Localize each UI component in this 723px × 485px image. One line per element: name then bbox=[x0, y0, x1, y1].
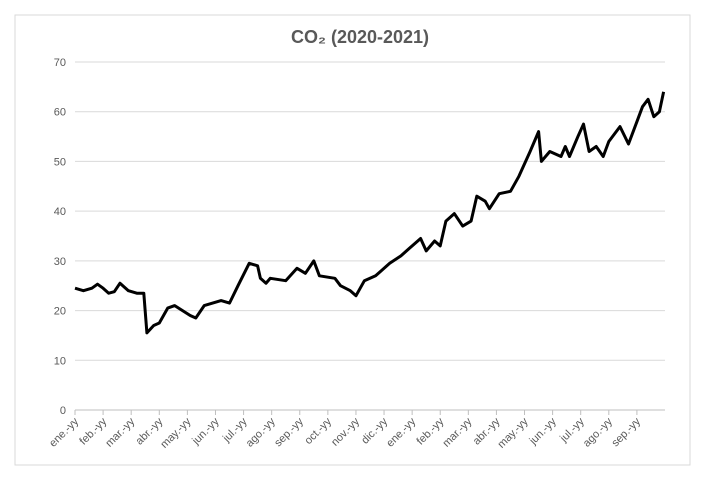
y-tick-label: 60 bbox=[54, 107, 66, 119]
chart-title: CO₂ (2020-2021) bbox=[291, 27, 429, 47]
chart-border bbox=[14, 14, 691, 466]
y-tick-label: 20 bbox=[54, 306, 66, 318]
y-tick-label: 10 bbox=[54, 355, 66, 367]
y-tick-label: 70 bbox=[54, 57, 66, 69]
y-tick-label: 40 bbox=[54, 206, 66, 218]
data-line bbox=[74, 91, 666, 335]
y-tick-label: 50 bbox=[54, 156, 66, 168]
y-tick-label: 0 bbox=[60, 405, 66, 417]
y-tick-label: 30 bbox=[54, 256, 66, 268]
